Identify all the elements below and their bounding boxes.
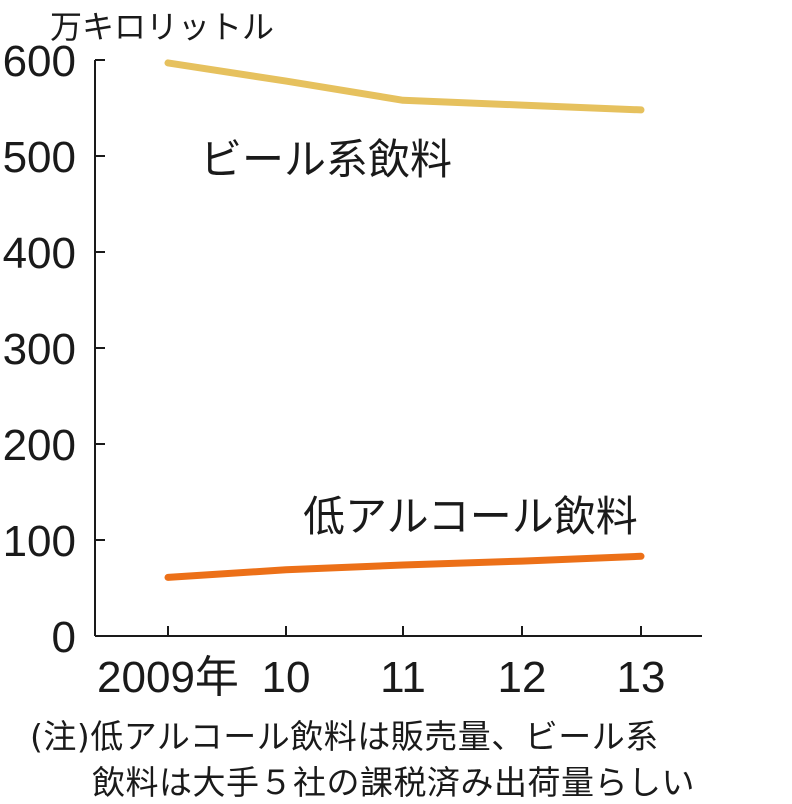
series-label-0: ビール系飲料 [200, 135, 452, 184]
x-tick-label: 10 [262, 653, 311, 700]
data-point [167, 62, 169, 64]
data-point [402, 564, 404, 566]
x-tick-label: 12 [498, 653, 547, 700]
y-tick-label: 200 [3, 421, 76, 470]
data-point [285, 569, 287, 571]
x-tick-label: 2009年 [97, 653, 239, 700]
footnote-line-2: 飲料は大手５社の課税済み出荷量らしい [92, 763, 695, 802]
y-tick-label: 500 [3, 133, 76, 182]
y-tick-label: 100 [3, 517, 76, 566]
x-tick-label: 11 [380, 653, 426, 700]
data-point [285, 80, 287, 82]
series-line-1 [164, 552, 645, 581]
data-point [640, 555, 642, 557]
footnote-line-1: (注)低アルコール飲料は販売量、ビール系 [30, 717, 659, 756]
series-label-1: 低アルコール飲料 [303, 492, 638, 541]
y-axis-unit-label: 万キロリットル [50, 8, 275, 46]
data-point [640, 109, 642, 111]
y-tick-label: 300 [3, 325, 76, 374]
x-tick-label: 13 [617, 653, 666, 700]
data-point [521, 104, 523, 106]
y-tick-label: 0 [52, 613, 76, 662]
data-point [402, 99, 404, 101]
y-tick-label: 400 [3, 229, 76, 278]
y-axis-ticks: 0 100 200 300 400 500 600 [3, 37, 105, 662]
data-point [167, 576, 169, 578]
x-axis-ticks: 2009年 10 11 12 13 [97, 626, 665, 700]
line-chart: 0 100 200 300 400 500 600 2009年 10 11 12 13 ビール系飲料… [3, 37, 702, 700]
series-line-0 [164, 59, 645, 114]
data-point [521, 560, 523, 562]
series-lines [164, 59, 645, 581]
y-tick-label: 600 [3, 37, 76, 86]
